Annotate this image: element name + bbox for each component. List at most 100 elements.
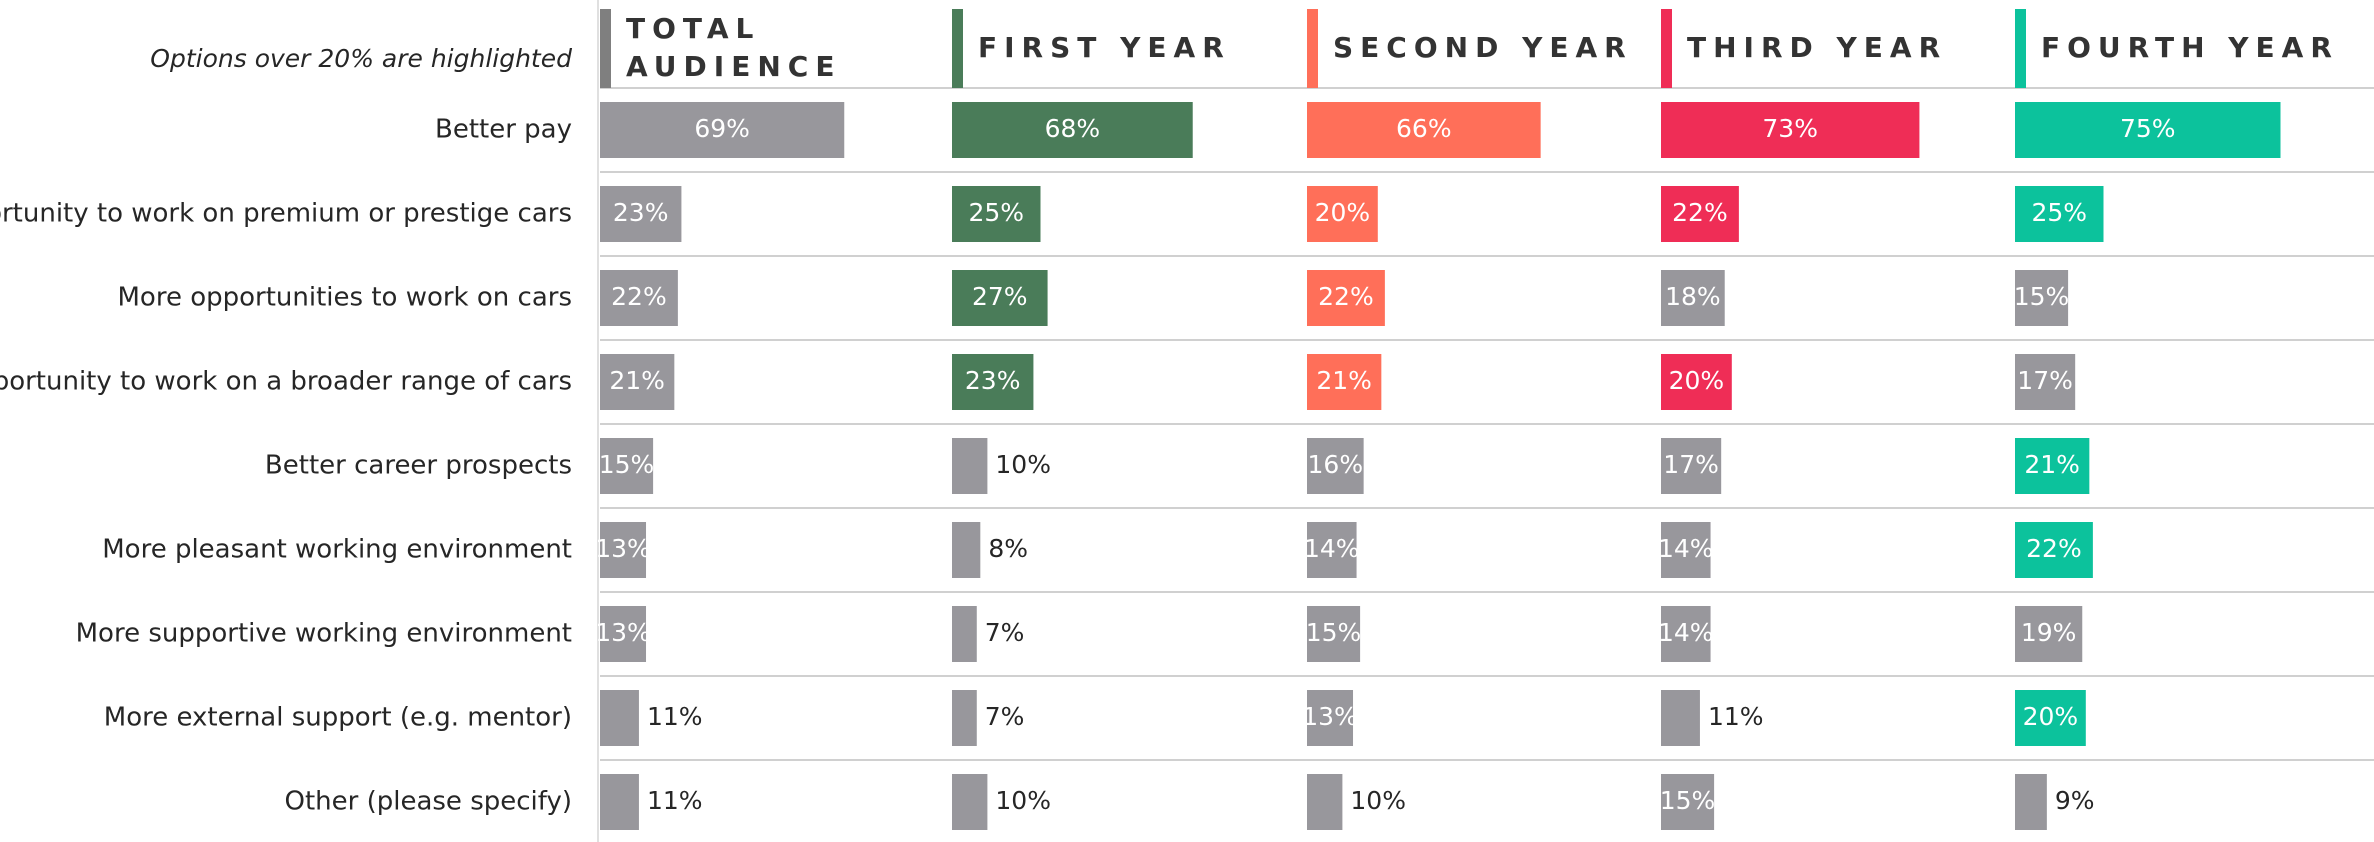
value-label: 10% — [995, 786, 1051, 815]
series-name: FIRST YEAR — [978, 31, 1231, 64]
value-label: 73% — [1762, 114, 1818, 143]
value-label: 15% — [1660, 786, 1716, 815]
header-stripe — [952, 9, 963, 88]
value-label: 9% — [2055, 786, 2095, 815]
row-label: Better career prospects — [265, 451, 572, 481]
bar — [600, 186, 682, 242]
value-label: 14% — [1658, 534, 1714, 563]
row-label: More supportive working environment — [76, 619, 572, 649]
bar — [1307, 186, 1378, 242]
value-label: 20% — [1669, 366, 1725, 395]
bar — [952, 186, 1041, 242]
row-label: Other (please specify) — [285, 787, 573, 817]
bar — [952, 774, 988, 830]
series-name: THIRD YEAR — [1687, 31, 1948, 64]
value-label: 10% — [995, 450, 1051, 479]
value-label: 21% — [1316, 366, 1372, 395]
bar — [2015, 606, 2083, 662]
header: FOURTH YEAR — [2041, 31, 2339, 64]
bar — [600, 690, 639, 746]
row-label: More pleasant working environment — [102, 535, 572, 565]
header: FIRST YEAR — [978, 31, 1231, 64]
value-label: 27% — [972, 282, 1028, 311]
header-stripe — [600, 9, 611, 88]
value-label: 18% — [1665, 282, 1721, 311]
value-label: 19% — [2021, 618, 2077, 647]
bar — [600, 774, 639, 830]
value-label: 11% — [1708, 702, 1764, 731]
bar — [1307, 606, 1361, 662]
bar — [1307, 774, 1343, 830]
bar — [600, 522, 647, 578]
row-label: Better pay — [435, 115, 572, 145]
value-label: 11% — [647, 702, 703, 731]
value-label: 11% — [647, 786, 703, 815]
value-label: 15% — [599, 450, 655, 479]
header: SECOND YEAR — [1333, 31, 1633, 64]
bar — [2015, 270, 2069, 326]
bar — [2015, 354, 2076, 410]
value-label: 68% — [1045, 114, 1101, 143]
bar — [1307, 438, 1364, 494]
series-name: SECOND YEAR — [1333, 31, 1633, 64]
bar — [952, 522, 981, 578]
value-label: 22% — [1672, 198, 1728, 227]
bar — [952, 102, 1193, 158]
value-label: 17% — [1663, 450, 1719, 479]
bar — [1661, 186, 1739, 242]
bar — [1307, 102, 1541, 158]
bar — [1661, 102, 1920, 158]
bar — [1307, 690, 1354, 746]
series-name: TOTAL AUDIENCE — [626, 12, 842, 83]
value-label: 13% — [595, 534, 651, 563]
value-label: 8% — [988, 534, 1028, 563]
bar — [600, 606, 647, 662]
bar — [600, 102, 845, 158]
value-label: 22% — [2026, 534, 2082, 563]
bar — [952, 354, 1034, 410]
value-label: 66% — [1396, 114, 1452, 143]
bar — [1307, 354, 1382, 410]
bar — [952, 438, 988, 494]
subtitle: Options over 20% are highlighted — [150, 44, 572, 73]
bar — [1661, 522, 1711, 578]
bar — [952, 606, 977, 662]
header-stripe — [2015, 9, 2026, 88]
value-label: 7% — [985, 702, 1025, 731]
bar — [1661, 690, 1700, 746]
value-label: 20% — [2023, 702, 2079, 731]
bar — [1661, 270, 1725, 326]
header-stripe — [1307, 9, 1318, 88]
bar — [1661, 774, 1715, 830]
bar — [1307, 270, 1385, 326]
bar — [600, 438, 654, 494]
value-label: 21% — [2024, 450, 2080, 479]
bar — [600, 270, 678, 326]
bar — [2015, 438, 2090, 494]
value-label: 23% — [965, 366, 1021, 395]
bar — [2015, 774, 2047, 830]
bar — [1661, 606, 1711, 662]
bar — [952, 270, 1048, 326]
bar — [952, 690, 977, 746]
bar — [1307, 522, 1357, 578]
value-label: 10% — [1350, 786, 1406, 815]
bar — [2015, 102, 2281, 158]
value-label: 13% — [1302, 702, 1358, 731]
header: TOTAL AUDIENCE — [626, 12, 842, 83]
value-label: 21% — [609, 366, 665, 395]
bar — [600, 354, 675, 410]
series-name: FOURTH YEAR — [2041, 31, 2339, 64]
value-label: 23% — [613, 198, 669, 227]
value-label: 25% — [2031, 198, 2087, 227]
value-label: 15% — [1306, 618, 1362, 647]
value-label: 20% — [1315, 198, 1371, 227]
value-label: 25% — [968, 198, 1024, 227]
row-label: More external support (e.g. mentor) — [104, 703, 572, 733]
value-label: 14% — [1304, 534, 1360, 563]
value-label: 22% — [1318, 282, 1374, 311]
value-label: 14% — [1658, 618, 1714, 647]
value-label: 69% — [694, 114, 750, 143]
value-label: 22% — [611, 282, 667, 311]
